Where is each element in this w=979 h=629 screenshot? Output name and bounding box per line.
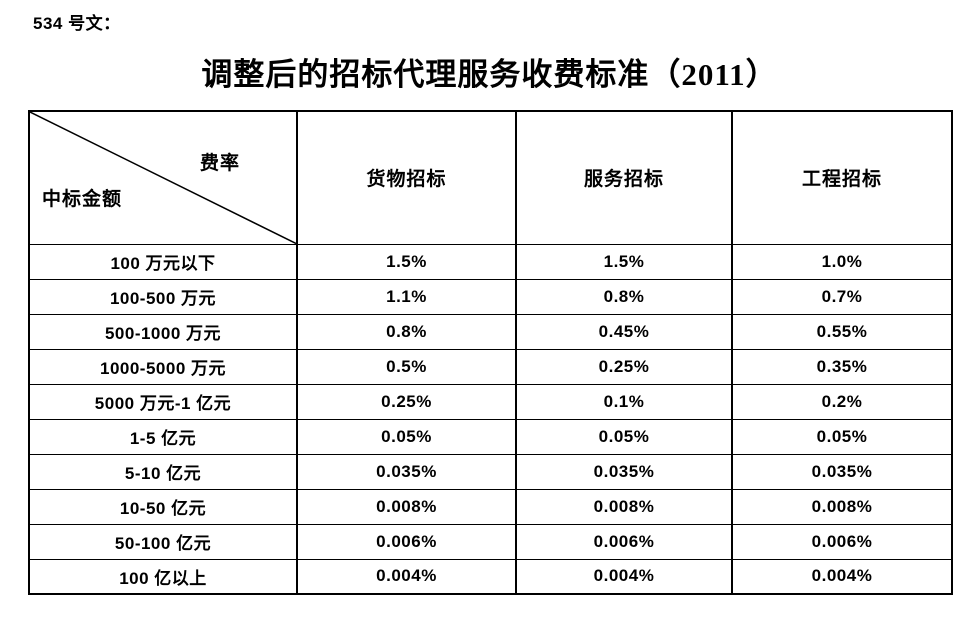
table-row: 5000 万元-1 亿元 0.25% 0.1% 0.2% <box>28 383 953 420</box>
service-rate-cell: 0.035% <box>515 453 733 490</box>
engineering-rate-cell: 0.008% <box>731 488 953 525</box>
table-row: 100 万元以下 1.5% 1.5% 1.0% <box>28 243 953 280</box>
engineering-rate-cell: 0.55% <box>731 313 953 350</box>
engineering-rate-cell: 0.05% <box>731 418 953 455</box>
service-rate-cell: 0.004% <box>515 558 733 595</box>
engineering-rate-cell: 0.7% <box>731 278 953 315</box>
service-rate-cell: 0.45% <box>515 313 733 350</box>
table-row: 500-1000 万元 0.8% 0.45% 0.55% <box>28 313 953 350</box>
diagonal-divider-line <box>30 112 296 244</box>
table-row: 1000-5000 万元 0.5% 0.25% 0.35% <box>28 348 953 385</box>
amount-range-cell: 50-100 亿元 <box>28 523 298 560</box>
corner-header-cell: 费率 中标金额 <box>28 110 298 245</box>
service-rate-cell: 0.006% <box>515 523 733 560</box>
table-row: 1-5 亿元 0.05% 0.05% 0.05% <box>28 418 953 455</box>
column-header-service-bidding: 服务招标 <box>515 110 733 245</box>
service-rate-cell: 1.5% <box>515 243 733 280</box>
goods-rate-cell: 1.5% <box>296 243 517 280</box>
table-row: 10-50 亿元 0.008% 0.008% 0.008% <box>28 488 953 525</box>
page-title: 调整后的招标代理服务收费标准（2011） <box>201 57 778 92</box>
amount-range-cell: 1-5 亿元 <box>28 418 298 455</box>
amount-range-cell: 100 万元以下 <box>28 243 298 280</box>
engineering-rate-cell: 0.006% <box>731 523 953 560</box>
column-header-goods-bidding: 货物招标 <box>296 110 517 245</box>
service-rate-cell: 0.008% <box>515 488 733 525</box>
amount-range-cell: 5000 万元-1 亿元 <box>28 383 298 420</box>
column-header-engineering-bidding: 工程招标 <box>731 110 953 245</box>
service-rate-cell: 0.8% <box>515 278 733 315</box>
table-row: 50-100 亿元 0.006% 0.006% 0.006% <box>28 523 953 560</box>
goods-rate-cell: 0.004% <box>296 558 517 595</box>
corner-label-fee-rate: 费率 <box>200 153 241 174</box>
engineering-rate-cell: 0.035% <box>731 453 953 490</box>
goods-rate-cell: 0.8% <box>296 313 517 350</box>
amount-range-cell: 500-1000 万元 <box>28 313 298 350</box>
table-header-row: 费率 中标金额 货物招标 服务招标 工程招标 <box>28 110 953 245</box>
engineering-rate-cell: 0.2% <box>731 383 953 420</box>
amount-range-cell: 100-500 万元 <box>28 278 298 315</box>
fee-rate-table: 费率 中标金额 货物招标 服务招标 工程招标 100 万元以下 1.5% 1.5… <box>28 110 953 595</box>
goods-rate-cell: 0.008% <box>296 488 517 525</box>
doc-number-note: 534 号文： <box>33 14 121 33</box>
service-rate-cell: 0.1% <box>515 383 733 420</box>
goods-rate-cell: 1.1% <box>296 278 517 315</box>
service-rate-cell: 0.25% <box>515 348 733 385</box>
table-row: 5-10 亿元 0.035% 0.035% 0.035% <box>28 453 953 490</box>
amount-range-cell: 1000-5000 万元 <box>28 348 298 385</box>
amount-range-cell: 100 亿以上 <box>28 558 298 595</box>
engineering-rate-cell: 0.004% <box>731 558 953 595</box>
engineering-rate-cell: 1.0% <box>731 243 953 280</box>
engineering-rate-cell: 0.35% <box>731 348 953 385</box>
amount-range-cell: 10-50 亿元 <box>28 488 298 525</box>
goods-rate-cell: 0.5% <box>296 348 517 385</box>
goods-rate-cell: 0.25% <box>296 383 517 420</box>
service-rate-cell: 0.05% <box>515 418 733 455</box>
goods-rate-cell: 0.05% <box>296 418 517 455</box>
table-row: 100-500 万元 1.1% 0.8% 0.7% <box>28 278 953 315</box>
goods-rate-cell: 0.006% <box>296 523 517 560</box>
goods-rate-cell: 0.035% <box>296 453 517 490</box>
corner-label-bid-amount: 中标金额 <box>42 189 123 210</box>
table-row: 100 亿以上 0.004% 0.004% 0.004% <box>28 558 953 595</box>
amount-range-cell: 5-10 亿元 <box>28 453 298 490</box>
